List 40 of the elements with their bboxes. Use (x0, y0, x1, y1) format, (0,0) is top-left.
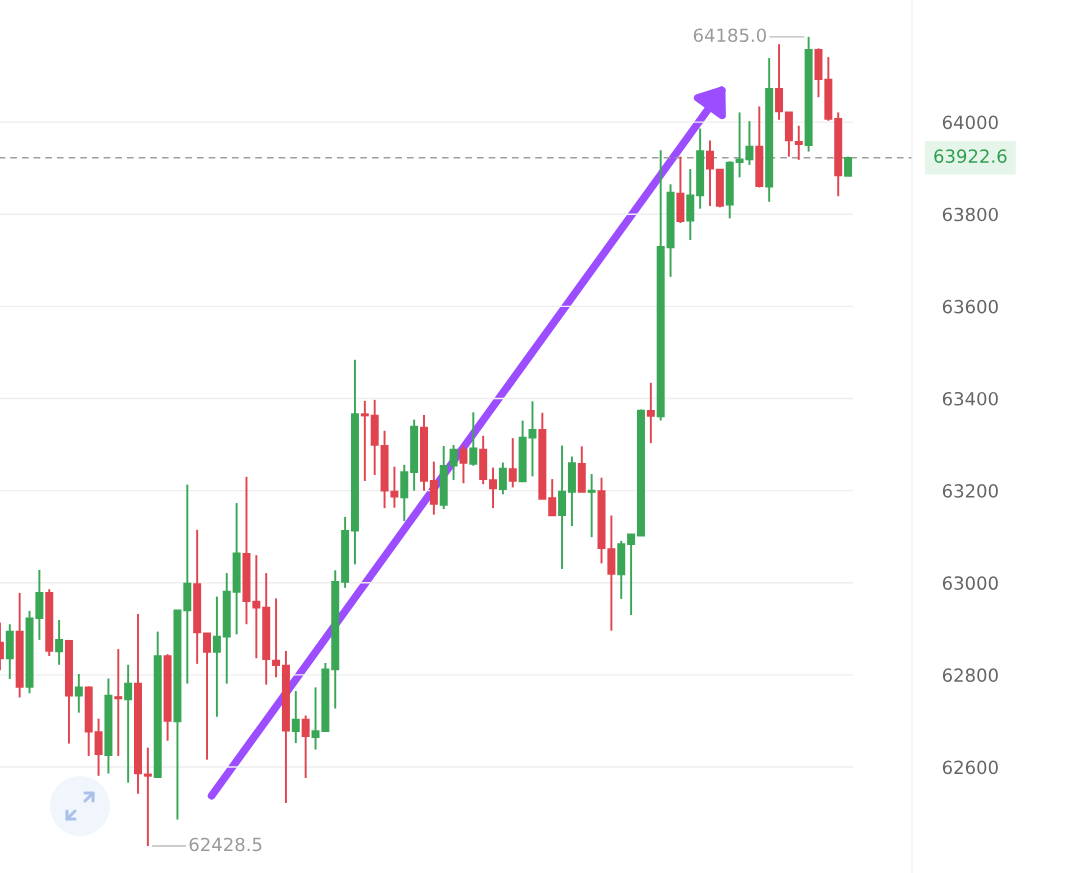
candlestick (143, 746, 152, 848)
candlestick (124, 663, 133, 784)
candlestick (469, 411, 478, 467)
candlestick (489, 466, 498, 510)
annotation: 62428.5 (189, 837, 262, 852)
candlestick (558, 444, 567, 570)
y-tick-label: 63200 (942, 484, 998, 498)
candlestick (74, 673, 83, 714)
y-tick-label: 63800 (942, 207, 998, 222)
candlestick (794, 124, 803, 161)
candlestick (646, 381, 655, 445)
candlestick (459, 443, 468, 485)
y-tick-label: 62800 (942, 668, 998, 683)
annotation: 64185.0 (693, 28, 766, 43)
y-tick-label: 62600 (942, 760, 998, 775)
candlestick (291, 690, 300, 745)
candlestick (94, 717, 103, 777)
y-tick-label: 63600 (942, 299, 998, 314)
candlestick (212, 595, 221, 718)
candlestick (498, 461, 507, 496)
y-tick-label: 63000 (942, 576, 998, 590)
candlestick (706, 139, 714, 207)
ref-line-label: 63922.6 (934, 149, 1007, 163)
candlestick (587, 473, 596, 539)
candlestick (449, 444, 458, 481)
candlestick (508, 437, 517, 489)
y-tick-label: 64000 (942, 115, 998, 130)
candlestick (627, 532, 636, 616)
candlestick (429, 460, 438, 516)
candlestick (775, 43, 784, 121)
candlestick (272, 597, 281, 679)
candlestick (55, 619, 64, 666)
candlestick (548, 478, 557, 517)
candlestick (301, 714, 310, 780)
candlestick (252, 554, 261, 660)
candlestick (360, 399, 369, 482)
candlestick (390, 465, 399, 509)
y-tick-label: 63400 (942, 391, 998, 406)
candlestick (203, 632, 212, 761)
candlestick (114, 648, 123, 757)
